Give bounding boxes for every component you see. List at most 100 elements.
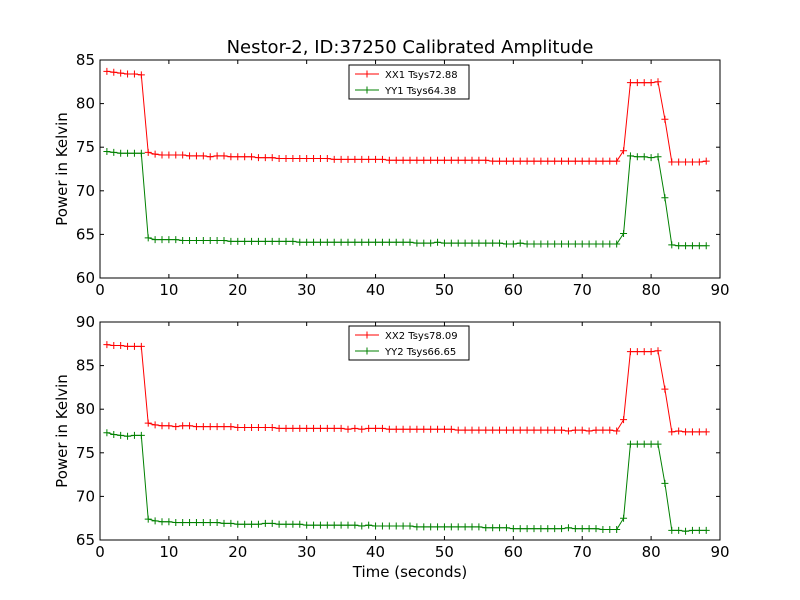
- top-data-point-yy1: [668, 241, 676, 249]
- bottom-data-point-yy2: [351, 521, 359, 529]
- bottom-data-point-xx2: [179, 422, 187, 430]
- top-data-point-yy1: [447, 239, 455, 247]
- bottom-data-point-yy2: [509, 525, 517, 533]
- bottom-data-point-xx2: [578, 426, 586, 434]
- bottom-data-point-xx2: [613, 427, 621, 435]
- bottom-data-point-yy2: [475, 523, 483, 531]
- bottom-data-point-yy2: [440, 523, 448, 531]
- bottom-data-point-yy2: [654, 440, 662, 448]
- bottom-data-point-xx2: [289, 424, 297, 432]
- top-data-point-xx1: [530, 157, 538, 165]
- top-data-point-yy1: [468, 239, 476, 247]
- top-data-point-yy1: [103, 148, 111, 156]
- top-data-point-yy1: [344, 238, 352, 246]
- top-data-point-xx1: [206, 153, 214, 161]
- top-data-point-xx1: [613, 157, 621, 165]
- bottom-data-point-xx2: [241, 424, 249, 432]
- bottom-data-point-xx2: [296, 424, 304, 432]
- top-data-point-yy1: [213, 237, 221, 245]
- top-axes-frame: [99, 59, 721, 279]
- top-data-point-yy1: [206, 237, 214, 245]
- top-data-point-yy1: [296, 238, 304, 246]
- top-data-point-xx1: [192, 152, 200, 160]
- bottom-data-point-yy2: [248, 520, 256, 528]
- bottom-data-point-yy2: [399, 522, 407, 530]
- top-y-tick-label: 70: [76, 182, 95, 200]
- bottom-data-point-xx2: [558, 426, 566, 434]
- top-data-point-xx1: [475, 156, 483, 164]
- top-data-point-yy1: [551, 240, 559, 248]
- top-data-point-xx1: [137, 71, 145, 79]
- bottom-data-point-xx2: [399, 425, 407, 433]
- top-data-point-xx1: [406, 156, 414, 164]
- top-data-point-yy1: [130, 149, 138, 157]
- bottom-legend-label-xx2: XX2 Tsys78.09: [385, 331, 458, 342]
- bottom-series: [103, 341, 710, 535]
- bottom-data-point-yy2: [241, 520, 249, 528]
- top-data-point-xx1: [606, 157, 614, 165]
- bottom-data-point-yy2: [578, 525, 586, 533]
- top-x-tick-label: 90: [710, 281, 729, 299]
- top-data-point-xx1: [227, 153, 235, 161]
- top-data-point-xx1: [420, 156, 428, 164]
- bottom-x-tick-label: 70: [573, 543, 592, 561]
- bottom-data-point-xx2: [406, 425, 414, 433]
- top-data-point-yy1: [420, 239, 428, 247]
- top-x-tick-label: 50: [435, 281, 454, 299]
- top-data-point-yy1: [158, 236, 166, 244]
- bottom-data-point-xx2: [103, 341, 111, 349]
- top-data-point-xx1: [633, 79, 641, 87]
- top-data-point-xx1: [241, 153, 249, 161]
- bottom-data-point-yy2: [206, 519, 214, 527]
- top-data-point-xx1: [199, 152, 207, 160]
- top-panel: 0 10 20 30 40 50 60 70 80 90 60 65 70 75 80 85 Power in…: [53, 51, 730, 299]
- chart-title: Nestor-2, ID:37250 Calibrated Amplitude: [227, 37, 594, 58]
- bottom-data-point-xx2: [227, 423, 235, 431]
- bottom-data-point-yy2: [537, 525, 545, 533]
- bottom-data-point-xx2: [440, 425, 448, 433]
- bottom-data-point-xx2: [447, 425, 455, 433]
- top-x-tick-label: 10: [159, 281, 178, 299]
- bottom-data-point-xx2: [117, 342, 125, 350]
- bottom-data-point-xx2: [358, 425, 366, 433]
- top-data-point-xx1: [392, 156, 400, 164]
- bottom-data-point-yy2: [310, 521, 318, 529]
- bottom-legend-cross-1: [363, 347, 371, 355]
- top-data-point-yy1: [186, 237, 194, 245]
- bottom-data-point-xx2: [248, 424, 256, 432]
- bottom-data-point-xx2: [668, 428, 676, 436]
- bottom-data-point-yy2: [227, 519, 235, 527]
- top-data-point-xx1: [502, 157, 510, 165]
- top-data-point-yy1: [688, 242, 696, 250]
- bottom-data-point-xx2: [378, 424, 386, 432]
- top-data-point-xx1: [695, 158, 703, 166]
- bottom-data-point-xx2: [165, 422, 173, 430]
- bottom-data-point-xx2: [551, 426, 559, 434]
- bottom-data-point-xx2: [626, 348, 634, 356]
- top-data-point-xx1: [440, 156, 448, 164]
- top-x-tick-label: 40: [366, 281, 385, 299]
- bottom-data-point-yy2: [275, 520, 283, 528]
- top-data-point-yy1: [585, 240, 593, 248]
- top-data-point-yy1: [502, 240, 510, 248]
- top-data-point-yy1: [702, 242, 710, 250]
- bottom-data-point-yy2: [365, 521, 373, 529]
- top-data-point-yy1: [282, 237, 290, 245]
- bottom-data-point-xx2: [330, 424, 338, 432]
- top-data-point-xx1: [186, 152, 194, 160]
- top-data-point-yy1: [406, 238, 414, 246]
- top-y-axis-label: Power in Kelvin: [53, 112, 71, 226]
- top-data-point-xx1: [303, 155, 311, 163]
- top-data-point-yy1: [454, 239, 462, 247]
- top-data-point-xx1: [413, 156, 421, 164]
- top-data-point-xx1: [275, 155, 283, 163]
- bottom-data-point-yy2: [213, 519, 221, 527]
- bottom-data-point-xx2: [695, 428, 703, 436]
- bottom-x-tick-label: 40: [366, 543, 385, 561]
- bottom-y-tick-label: 85: [76, 357, 95, 375]
- bottom-data-point-xx2: [151, 421, 159, 429]
- top-data-point-xx1: [427, 156, 435, 164]
- bottom-data-point-xx2: [268, 424, 276, 432]
- top-data-point-xx1: [330, 155, 338, 163]
- bottom-data-point-yy2: [282, 520, 290, 528]
